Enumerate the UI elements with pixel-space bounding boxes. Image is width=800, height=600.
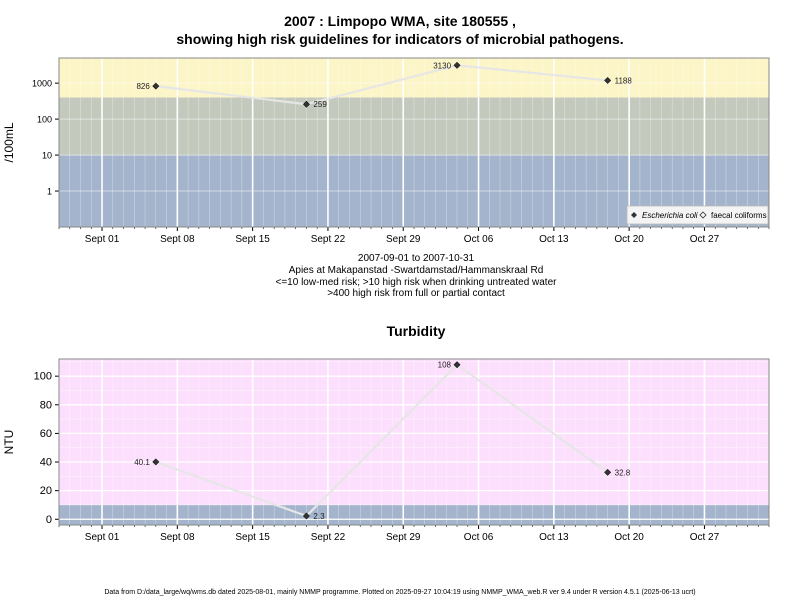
ecoli-x-tick-label: Sept 08: [160, 234, 195, 245]
ecoli-y-tick-label: 1: [47, 187, 52, 197]
turbidity-x-tick-label: Sept 22: [311, 532, 346, 543]
ecoli-x-tick-label: Sept 22: [311, 234, 346, 245]
chart-title-line1: 2007 : Limpopo WMA, site 180555 ,: [284, 13, 516, 29]
turbidity-x-tick-label: Oct 20: [614, 532, 644, 543]
turbidity-data-point: [152, 458, 160, 466]
turbidity-y-tick-label: 80: [40, 399, 52, 411]
legend-marker-filled: [631, 212, 637, 218]
ecoli-data-point: [152, 82, 160, 90]
turbidity-y-tick-label: 100: [34, 371, 52, 383]
turbidity-data-point: [302, 512, 310, 520]
legend-label-faecal: faecal coliforms: [711, 211, 767, 220]
ecoli-series-line: [155, 64, 608, 106]
turbidity-y-tick-label: 60: [40, 428, 52, 440]
turbidity-data-label: 40.1: [134, 458, 150, 467]
legend-label-ecoli: Escherichia coli: [642, 211, 698, 220]
legend-marker-open: [699, 211, 707, 219]
ecoli-x-tick-label: Sept 15: [235, 234, 270, 245]
ecoli-x-tick-label: Oct 27: [690, 234, 720, 245]
ecoli-data-point: [453, 61, 461, 69]
ecoli-x-tick-label: Sept 01: [85, 234, 120, 245]
contact-risk-text: >400 high risk from full or partial cont…: [327, 288, 505, 299]
turbidity-y-tick-label: 0: [46, 514, 52, 526]
ecoli-data-point: [604, 76, 612, 85]
ecoli-panel: Sept 01 Sept 08 Sept 15 Sept 22 Sept 29 Oct 0…: [2, 57, 770, 245]
turbidity-data-point: [453, 361, 461, 369]
ecoli-x-tick-label: Sept 29: [386, 234, 421, 245]
turbidity-x-tick-label: Sept 29: [386, 532, 421, 543]
turbidity-y-tick-label: 40: [40, 457, 52, 469]
ecoli-plot-border: [58, 57, 770, 228]
ecoli-y-tick-label: 100: [37, 115, 52, 125]
turbidity-x-tick-label: Oct 27: [690, 532, 720, 543]
turbidity-x-tick-label: Oct 13: [539, 532, 569, 543]
ecoli-y-tick-label: 10: [42, 151, 52, 161]
turbidity-x-tick-label: Sept 15: [235, 532, 270, 543]
site-description-text: Apies at Makapanstad -Swartdamstad/Hamma…: [288, 265, 544, 276]
legend-box: [626, 205, 769, 225]
turbidity-title: Turbidity: [386, 323, 446, 339]
turbidity-x-tick-label: Oct 06: [464, 532, 494, 543]
turbidity-series-line: [155, 363, 609, 518]
ecoli-data-label: 259: [313, 100, 327, 109]
turbidity-x-tick-label: Sept 08: [160, 532, 195, 543]
drinking-risk-text: <=10 low-med risk; >10 high risk when dr…: [275, 277, 557, 288]
ecoli-data-label: 1188: [615, 76, 633, 85]
turbidity-y-axis-label: NTU: [2, 430, 16, 455]
ecoli-legend: Escherichia coli faecal coliforms: [626, 205, 769, 225]
ecoli-y-axis-label: /100mL: [2, 122, 16, 162]
turbidity-data-label: 32.8: [615, 468, 631, 477]
date-range-text: 2007-09-01 to 2007-10-31: [357, 253, 475, 264]
ecoli-data-point: [302, 100, 310, 108]
turbidity-data-label: 108: [438, 361, 452, 370]
turbidity-x-tick-label: Sept 01: [85, 532, 120, 543]
turbidity-data-point: [604, 468, 612, 476]
ecoli-data-label: 826: [136, 82, 150, 91]
chart-title-line2: showing high risk guidelines for indicat…: [176, 31, 624, 47]
footer-note: Data from D:/data_large/wq/wms.db dated …: [104, 589, 696, 596]
turbidity-y-tick-label: 20: [40, 485, 52, 497]
ecoli-y-tick-label: 1000: [32, 79, 52, 89]
ecoli-x-tick-label: Oct 20: [614, 234, 644, 245]
turbidity-data-label: 2.3: [313, 512, 325, 521]
turbidity-plot-border: [58, 358, 770, 526]
ecoli-x-tick-label: Oct 06: [464, 234, 494, 245]
turbidity-panel: Sept 01 Sept 08 Sept 15 Sept 22 Sept 29 Oct 0…: [2, 358, 770, 543]
ecoli-x-tick-label: Oct 13: [539, 234, 569, 245]
ecoli-data-label: 3130: [433, 61, 451, 70]
